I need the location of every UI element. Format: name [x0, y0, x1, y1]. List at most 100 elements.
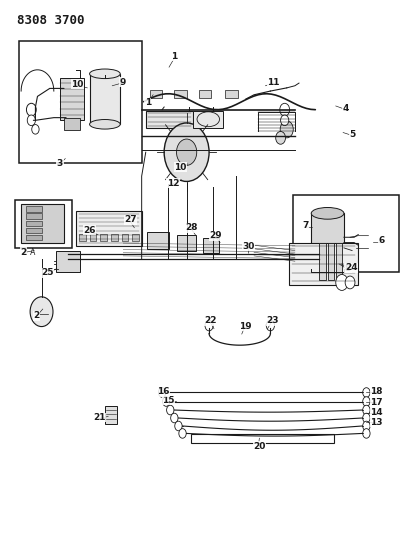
Text: 10: 10: [174, 163, 186, 172]
Bar: [64, 118, 80, 130]
Bar: [26, 206, 41, 212]
Circle shape: [362, 429, 369, 438]
Circle shape: [362, 421, 369, 431]
Circle shape: [362, 387, 369, 397]
Bar: [76, 211, 142, 246]
Circle shape: [178, 429, 186, 438]
Text: 1: 1: [144, 98, 151, 107]
Circle shape: [30, 297, 53, 327]
Bar: [15, 200, 72, 248]
Bar: [89, 74, 120, 124]
Text: 27: 27: [124, 215, 137, 224]
Text: 9: 9: [119, 77, 125, 86]
Circle shape: [335, 274, 347, 290]
Circle shape: [344, 276, 354, 289]
Circle shape: [31, 125, 39, 134]
Ellipse shape: [89, 69, 120, 78]
Circle shape: [275, 132, 285, 144]
Bar: [19, 41, 142, 163]
Text: 18: 18: [369, 387, 382, 397]
Ellipse shape: [89, 119, 120, 129]
Text: 5: 5: [348, 130, 354, 139]
Text: 16: 16: [156, 387, 169, 397]
Text: 25: 25: [41, 269, 54, 277]
Bar: [145, 111, 192, 128]
Bar: [121, 233, 128, 241]
Circle shape: [279, 121, 292, 138]
Text: 10: 10: [71, 79, 83, 88]
Bar: [319, 243, 325, 280]
Bar: [26, 235, 41, 240]
Circle shape: [174, 421, 182, 431]
Text: 26: 26: [83, 226, 96, 235]
Circle shape: [362, 397, 369, 406]
Text: 13: 13: [369, 418, 382, 427]
Circle shape: [170, 413, 178, 423]
Bar: [79, 233, 85, 241]
Bar: [26, 228, 41, 233]
Circle shape: [176, 139, 196, 165]
Circle shape: [26, 103, 36, 116]
Text: 30: 30: [242, 242, 254, 251]
Text: 2 A: 2 A: [23, 248, 36, 257]
Text: 8308 3700: 8308 3700: [17, 14, 84, 27]
Text: 22: 22: [204, 316, 216, 325]
Bar: [90, 233, 96, 241]
Bar: [292, 195, 398, 272]
Text: 19: 19: [238, 321, 251, 330]
Bar: [105, 406, 117, 424]
Circle shape: [362, 413, 369, 423]
Bar: [192, 111, 223, 128]
Text: 14: 14: [369, 408, 382, 417]
Text: 28: 28: [185, 223, 198, 232]
Bar: [26, 221, 41, 226]
Text: 3: 3: [57, 159, 63, 168]
Text: 15: 15: [162, 396, 174, 405]
Circle shape: [204, 320, 213, 331]
Bar: [225, 90, 237, 98]
Text: 2: 2: [20, 248, 26, 257]
Bar: [174, 90, 186, 98]
Circle shape: [158, 387, 165, 397]
Circle shape: [27, 115, 35, 126]
Bar: [111, 233, 117, 241]
Text: 4: 4: [342, 104, 348, 113]
Bar: [26, 214, 41, 219]
Bar: [288, 243, 357, 285]
Text: 12: 12: [166, 179, 179, 188]
Bar: [146, 232, 169, 249]
Bar: [100, 233, 107, 241]
Bar: [310, 213, 343, 264]
Circle shape: [362, 405, 369, 415]
Bar: [149, 90, 162, 98]
Bar: [327, 243, 333, 280]
Bar: [190, 434, 333, 443]
Text: 20: 20: [252, 442, 265, 451]
Bar: [198, 90, 211, 98]
Circle shape: [166, 405, 173, 415]
Text: 29: 29: [209, 231, 222, 240]
Bar: [335, 243, 341, 280]
Circle shape: [279, 103, 289, 116]
Text: 8: 8: [344, 264, 350, 272]
Text: 21: 21: [93, 413, 106, 422]
Circle shape: [162, 397, 169, 406]
Circle shape: [164, 123, 209, 181]
Bar: [177, 235, 196, 251]
Text: 7: 7: [301, 221, 308, 230]
Bar: [60, 78, 84, 120]
Bar: [56, 251, 80, 272]
Bar: [202, 238, 219, 253]
Bar: [21, 204, 64, 243]
Text: 24: 24: [344, 263, 357, 272]
Circle shape: [280, 115, 288, 126]
Text: 6: 6: [378, 237, 384, 246]
Ellipse shape: [310, 207, 343, 219]
Circle shape: [265, 320, 274, 331]
Text: 17: 17: [369, 398, 382, 407]
Text: 23: 23: [265, 316, 278, 325]
Bar: [132, 233, 139, 241]
Text: 1: 1: [171, 52, 177, 61]
Text: 2: 2: [34, 311, 40, 320]
Ellipse shape: [310, 258, 343, 270]
